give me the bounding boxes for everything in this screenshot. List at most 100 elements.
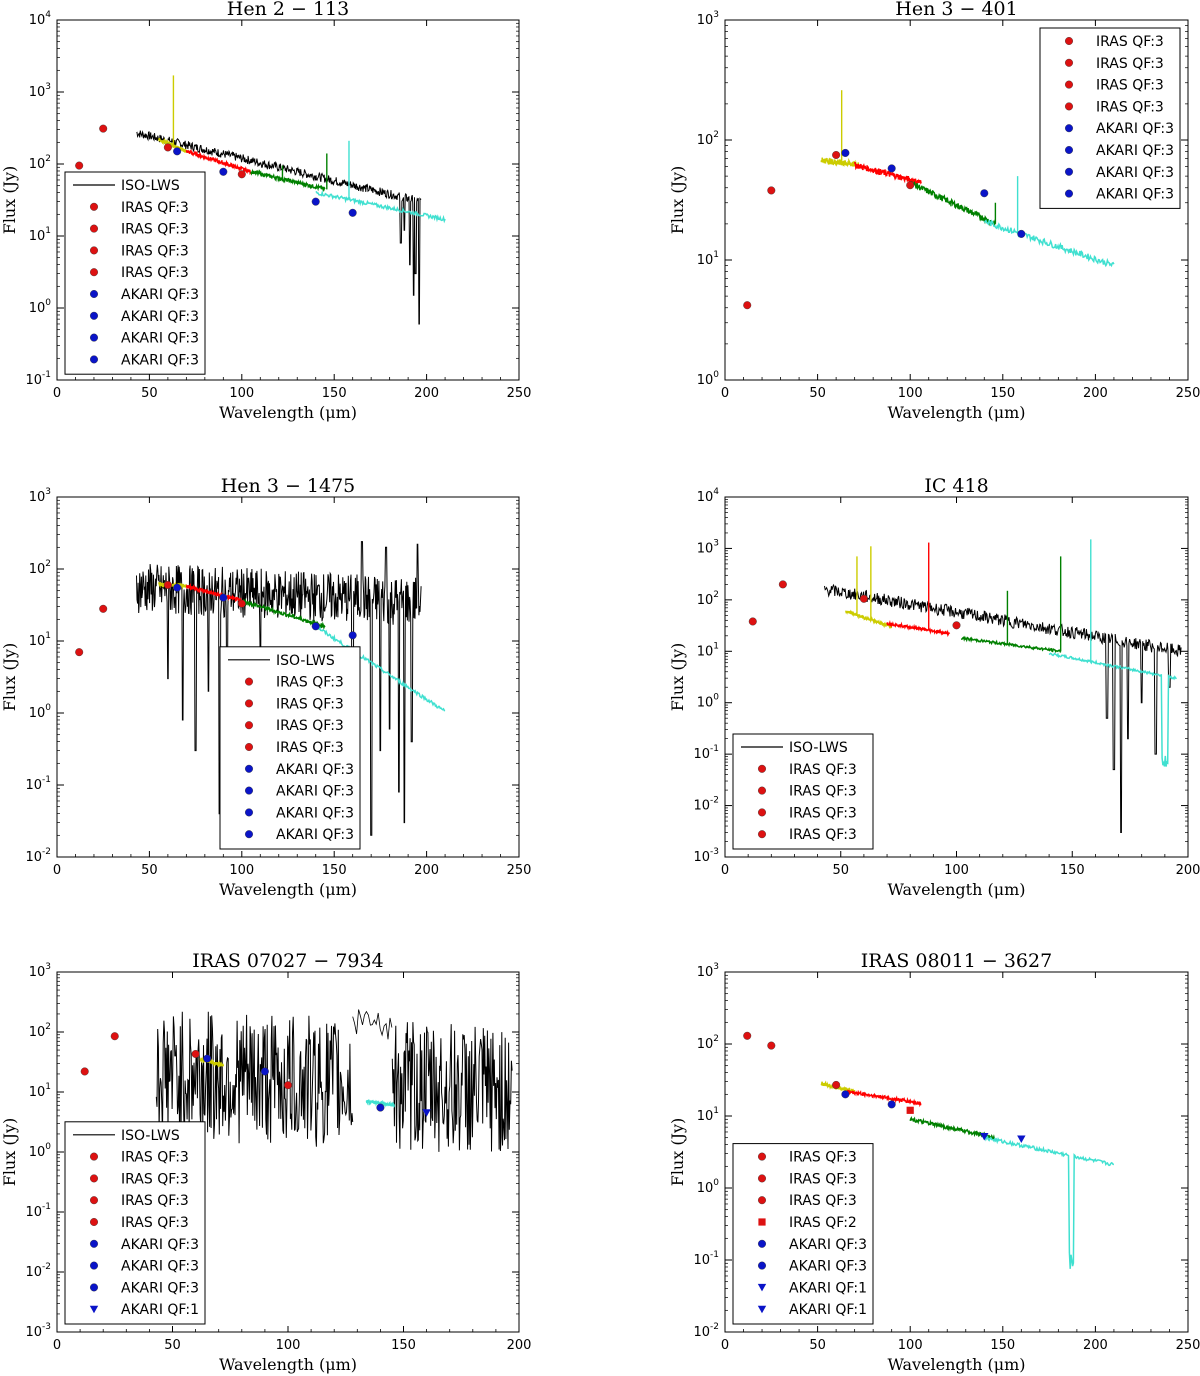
chart-title: Hen 3 − 401 <box>895 0 1017 20</box>
legend-marker <box>1064 80 1073 89</box>
legend-label: AKARI QF:3 <box>121 1259 199 1275</box>
spectrum-segment <box>158 581 188 590</box>
legend-marker <box>244 786 253 795</box>
akari-point <box>887 1100 896 1109</box>
spectrum-segment <box>365 1099 395 1109</box>
iras-point <box>859 594 868 603</box>
y-tick-label: 100 <box>697 1178 720 1196</box>
spectrum-segment <box>158 137 188 153</box>
iras-point <box>284 1081 293 1090</box>
legend-label: IRAS QF:3 <box>789 805 857 821</box>
akari-point <box>887 164 896 173</box>
x-tick-label: 100 <box>898 1338 923 1353</box>
chart-panel-6: 0 50 100 150 200 250 10-2 10-1 100 101 102 103 IRAS … <box>668 950 1200 1374</box>
legend-label: IRAS QF:3 <box>1096 99 1164 115</box>
iras-point <box>748 617 757 626</box>
legend-label: IRAS QF:3 <box>121 1193 189 1209</box>
legend-marker <box>758 808 767 817</box>
y-tick-label: 102 <box>29 559 51 577</box>
iras-point <box>163 580 172 589</box>
legend-marker <box>758 1261 767 1270</box>
akari-point <box>376 1103 385 1112</box>
y-tick-label: 101 <box>697 1106 719 1124</box>
x-tick-label: 50 <box>809 1338 826 1353</box>
y-tick-label: 10-2 <box>693 1322 719 1340</box>
y-tick-label: 10-2 <box>25 847 51 865</box>
spectrum-segment <box>315 189 446 224</box>
akari-point <box>980 189 989 198</box>
x-axis-label: Wavelength (μm) <box>887 1355 1025 1374</box>
legend-label: AKARI QF:1 <box>789 1302 867 1318</box>
chart-panel-4: 0 50 100 150 200 10-3 10-2 10-1 100 101 102 103 104 I… <box>668 475 1200 899</box>
akari-point <box>311 197 320 206</box>
y-tick-label: 10-1 <box>693 744 719 762</box>
legend-marker <box>758 1239 767 1248</box>
x-tick-label: 150 <box>990 386 1015 401</box>
legend-label: AKARI QF:1 <box>121 1302 199 1318</box>
plot-area <box>75 75 446 325</box>
iso-lws-line <box>136 130 422 325</box>
x-axis-label: Wavelength (μm) <box>219 880 357 899</box>
x-tick-label: 100 <box>276 1338 301 1353</box>
legend-marker <box>758 764 767 773</box>
legend-label: IRAS QF:3 <box>789 1171 857 1187</box>
legend-marker <box>1064 167 1073 176</box>
y-axis-label: Flux (Jy) <box>0 643 19 712</box>
y-tick-label: 100 <box>697 693 720 711</box>
iras-point <box>743 1031 752 1040</box>
x-tick-label: 50 <box>809 386 826 401</box>
legend-label: AKARI QF:3 <box>1096 121 1174 137</box>
legend-label: IRAS QF:3 <box>276 718 344 734</box>
spectrum-segment <box>909 180 997 227</box>
legend-marker <box>89 1174 98 1183</box>
legend-marker <box>244 677 253 686</box>
legend-label: IRAS QF:3 <box>789 827 857 843</box>
legend-box <box>64 171 206 375</box>
legend-marker <box>89 1261 98 1270</box>
y-tick-label: 101 <box>29 1082 51 1100</box>
iras-point <box>191 1049 200 1058</box>
legend-marker <box>89 1239 98 1248</box>
spectrum-segment <box>845 1089 922 1108</box>
legend-box <box>732 733 874 850</box>
plot-area <box>748 539 1182 833</box>
spectrum-segment <box>961 635 1062 654</box>
iras-point <box>75 648 84 657</box>
y-tick-label: 101 <box>697 641 719 659</box>
axes-frame <box>724 19 1189 381</box>
legend-marker <box>758 830 767 839</box>
spectrum-segment <box>983 219 1115 268</box>
chart-title: IC 418 <box>924 475 988 497</box>
legend-marker <box>758 786 767 795</box>
legend-label: ISO-LWS <box>276 653 335 669</box>
chart-panel-3: 0 50 100 150 200 250 10-2 10-1 100 101 102 103 Hen 3… <box>0 475 531 899</box>
legend-label: IRAS QF:3 <box>121 243 189 259</box>
legend-marker <box>89 246 98 255</box>
x-tick-label: 100 <box>944 863 969 878</box>
legend-label: ISO-LWS <box>121 1128 180 1144</box>
akari-qf1-point <box>422 1109 431 1117</box>
legend-label: IRAS QF:3 <box>1096 78 1164 94</box>
y-axis-label: Flux (Jy) <box>668 643 687 712</box>
legend-label: IRAS QF:3 <box>276 696 344 712</box>
x-tick-label: 200 <box>507 1338 532 1353</box>
spectrum-segment <box>199 1057 225 1068</box>
chart-title: IRAS 07027 − 7934 <box>192 950 383 972</box>
legend: ISO-LWS IRAS QF:3 IRAS QF:3 IRAS QF:3 IRAS Q… <box>64 171 206 375</box>
akari-point <box>219 593 228 602</box>
legend-label: AKARI QF:3 <box>276 784 354 800</box>
plot-area <box>75 541 446 836</box>
x-tick-label: 250 <box>507 863 532 878</box>
y-tick-label: 102 <box>29 154 51 172</box>
legend: IRAS QF:3 IRAS QF:3 IRAS QF:3 IRAS QF:2 AKAR… <box>732 1143 874 1325</box>
y-tick-label: 103 <box>697 10 719 28</box>
spectrum-segment <box>853 161 922 187</box>
akari-point <box>173 583 182 592</box>
legend-marker <box>1064 37 1073 46</box>
x-axis-label: Wavelength (μm) <box>219 403 357 422</box>
x-tick-label: 0 <box>53 386 61 401</box>
legend-label: AKARI QF:3 <box>121 287 199 303</box>
legend-label: IRAS QF:3 <box>789 784 857 800</box>
legend-label: ISO-LWS <box>121 178 180 194</box>
